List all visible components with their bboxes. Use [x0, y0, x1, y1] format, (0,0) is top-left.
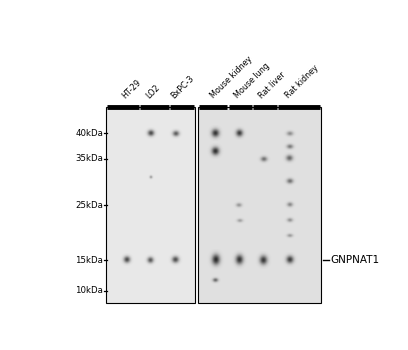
Text: 40kDa: 40kDa	[75, 129, 103, 138]
Text: 15kDa: 15kDa	[75, 256, 103, 265]
Text: Mouse lung: Mouse lung	[233, 61, 272, 100]
Text: Mouse kidney: Mouse kidney	[209, 54, 255, 100]
Text: 25kDa: 25kDa	[75, 201, 103, 210]
Text: 10kDa: 10kDa	[75, 286, 103, 295]
Text: LO2: LO2	[144, 83, 162, 100]
Text: GNPNAT1: GNPNAT1	[330, 255, 379, 265]
Bar	[198, 107, 322, 303]
Text: Rat kidney: Rat kidney	[284, 63, 320, 100]
Text: BxPC-3: BxPC-3	[170, 74, 196, 100]
Text: HT-29: HT-29	[120, 77, 143, 100]
Bar	[106, 107, 195, 303]
Text: 35kDa: 35kDa	[75, 154, 103, 163]
Text: Rat liver: Rat liver	[257, 70, 287, 100]
